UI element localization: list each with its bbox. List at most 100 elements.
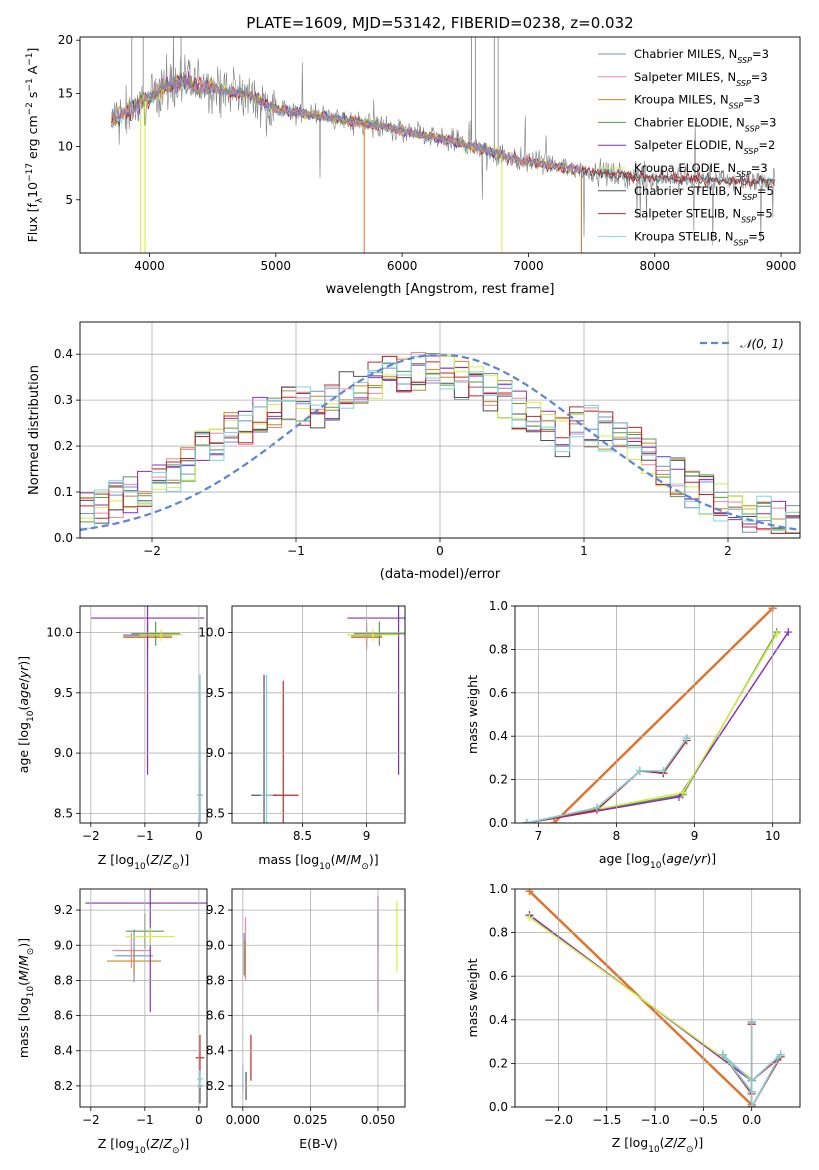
x-tick-label: −0.5 [689,1113,718,1127]
x-tick-label: 9 [363,829,371,843]
x-tick-label: 9000 [766,259,797,273]
axes-frame [514,888,801,1108]
data-point [525,889,534,896]
age_vs_Z-panel: −2 −1 0 8.5 9.0 9.5 10.0 Z [log10(Z/Z⊙)] age [lo… [16,605,208,872]
mass-weight-line [529,914,753,1107]
x-tick-label: −2 [143,544,161,558]
y-tick-label: 9.2 [206,903,225,917]
y-tick-label: 8.8 [206,973,225,987]
y-tick-label: 15 [58,86,73,100]
y-tick-label: 8.6 [54,1009,73,1023]
x-tick-label: 4000 [134,259,165,273]
plot-area [522,606,793,823]
axes-frame [231,605,406,824]
x-tick-label: 0.0 [742,1113,761,1127]
y-tick-label: 0.6 [489,969,508,983]
mass-weight-line [529,916,753,1107]
data-point [784,628,793,637]
x-tick-label: 6000 [387,259,418,273]
x-tick-label: 8 [613,829,621,843]
legend-entry: Chabrier MILES, NSSP=3 [634,47,769,65]
y-tick-label: 8.6 [206,1009,225,1023]
y-tick-label: 0.4 [489,1013,508,1027]
x-tick-label: −1.5 [592,1113,621,1127]
mass-weight-line [553,607,774,823]
axes-frame [79,888,208,1108]
y-tick-label: 0.0 [489,816,508,830]
data-point [522,819,531,823]
y-tick-label: 9.0 [54,938,73,952]
legend-entry: Kroupa MILES, NSSP=3 [634,93,760,111]
mass-weight-line [529,914,753,1107]
residuals-panel: −2 −1 0 1 2 0.0 0.1 0.2 0.3 0.4 𝒩(0, 1) (data-model… [27,321,801,582]
y-tick-label: 0.8 [489,642,508,656]
x-tick-label: 5000 [261,259,292,273]
x-tick-label: −2 [82,829,100,843]
data-point [772,630,781,639]
mass_vs_Z-panel: −2 −1 0 8.2 8.4 8.6 8.8 9.0 9.2 Z [log10(Z/Z⊙)] ma… [16,888,208,1156]
x-tick-label: 0.025 [293,1113,327,1127]
y-axis-label: Normed distribution [27,365,42,495]
x-tick-label: 9 [691,829,699,843]
y-tick-label: 8.2 [206,1079,225,1093]
x-tick-label: 8000 [639,259,670,273]
age_vs_mass-panel: 8.5 9 8.5 9.0 9.5 10.0 mass [log10(M/M⊙)] [198,605,406,872]
legend-entry: Salpeter ELODIE, NSSP=2 [634,138,775,156]
x-tick-label: −1.0 [641,1113,670,1127]
legend-entry: Chabrier STELIB, NSSP=5 [634,184,774,202]
x-tick-label: 8.5 [293,829,312,843]
y-axis-label: mass weight [465,958,480,1037]
y-tick-label: 9.0 [206,938,225,952]
data-point [525,913,534,922]
x-tick-label: 7 [535,829,543,843]
x-axis-label: Z [log10(Z/Z⊙)] [98,1136,190,1156]
x-tick-label: −1 [287,544,305,558]
legend: Chabrier MILES, NSSP=3 Salpeter MILES, NS… [598,47,776,247]
data-point [550,819,559,823]
legend-entry: Salpeter MILES, NSSP=3 [634,70,768,88]
x-tick-label: −1 [136,829,154,843]
y-tick-label: 9.0 [54,746,73,760]
y-axis-label: age [log10(age/yr)] [16,656,36,773]
legend-entry: Salpeter STELIB, NSSP=5 [634,207,773,225]
y-tick-label: 9.2 [54,903,73,917]
y-tick-label: 0.4 [54,347,73,361]
y-tick-label: 20 [58,33,73,47]
mass_vs_ebv-panel: 0.000 0.025 0.050 8.2 8.4 8.6 8.8 9.0 9.2 E(B-V) [206,888,406,1151]
mass-weight-line [526,737,688,823]
plot-area [242,896,398,1100]
data-point [635,766,644,775]
x-axis-label: (data-model)/error [380,567,501,582]
y-tick-label: 8.5 [54,806,73,820]
x-axis-label: E(B-V) [299,1136,338,1151]
y-axis-label: mass [log10(M/M⊙)] [16,938,36,1058]
x-tick-label: 0 [436,544,444,558]
y-tick-label: 9.5 [54,686,73,700]
mass-weight-line [526,740,688,823]
data-point [718,1050,727,1059]
axes-frame [514,605,801,824]
model-spectrum [111,73,582,174]
model-spectrum [111,75,582,174]
x-tick-label: 2 [724,544,732,558]
y-tick-label: 9.0 [206,746,225,760]
axes-frame [79,605,208,824]
x-tick-label: 0.050 [361,1113,395,1127]
y-tick-label: 10.0 [46,626,73,640]
y-axis-label: mass weight [465,675,480,754]
y-tick-label: 0.3 [54,393,73,407]
y-tick-label: 8.5 [206,806,225,820]
axes-frame [79,36,801,254]
x-axis-label: Z [log10(Z/Z⊙)] [612,1135,704,1155]
massweight_vs_Z-panel: −2.0 −1.5 −1.0 −0.5 0.0 0.0 0.2 0.4 0.6 0.8 1.0 Z [… [465,882,801,1155]
y-tick-label: 0.1 [54,485,73,499]
data-point [682,734,691,743]
y-tick-label: 0.4 [489,729,508,743]
massweight_vs_age-panel: 7 8 9 10 0.0 0.2 0.4 0.6 0.8 1.0 age [log10(age/yr… [465,599,801,871]
x-tick-label: −1 [136,1113,154,1127]
x-tick-label: 0 [195,1113,203,1127]
x-axis-label: wavelength [Angstrom, rest frame] [326,282,555,297]
plot-area [111,37,776,253]
spectrum-panel: 4000 5000 6000 7000 8000 9000 5 10 15 20 wavelengt… [25,33,801,297]
